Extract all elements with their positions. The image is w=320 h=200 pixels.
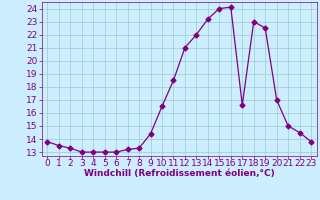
X-axis label: Windchill (Refroidissement éolien,°C): Windchill (Refroidissement éolien,°C) — [84, 169, 275, 178]
